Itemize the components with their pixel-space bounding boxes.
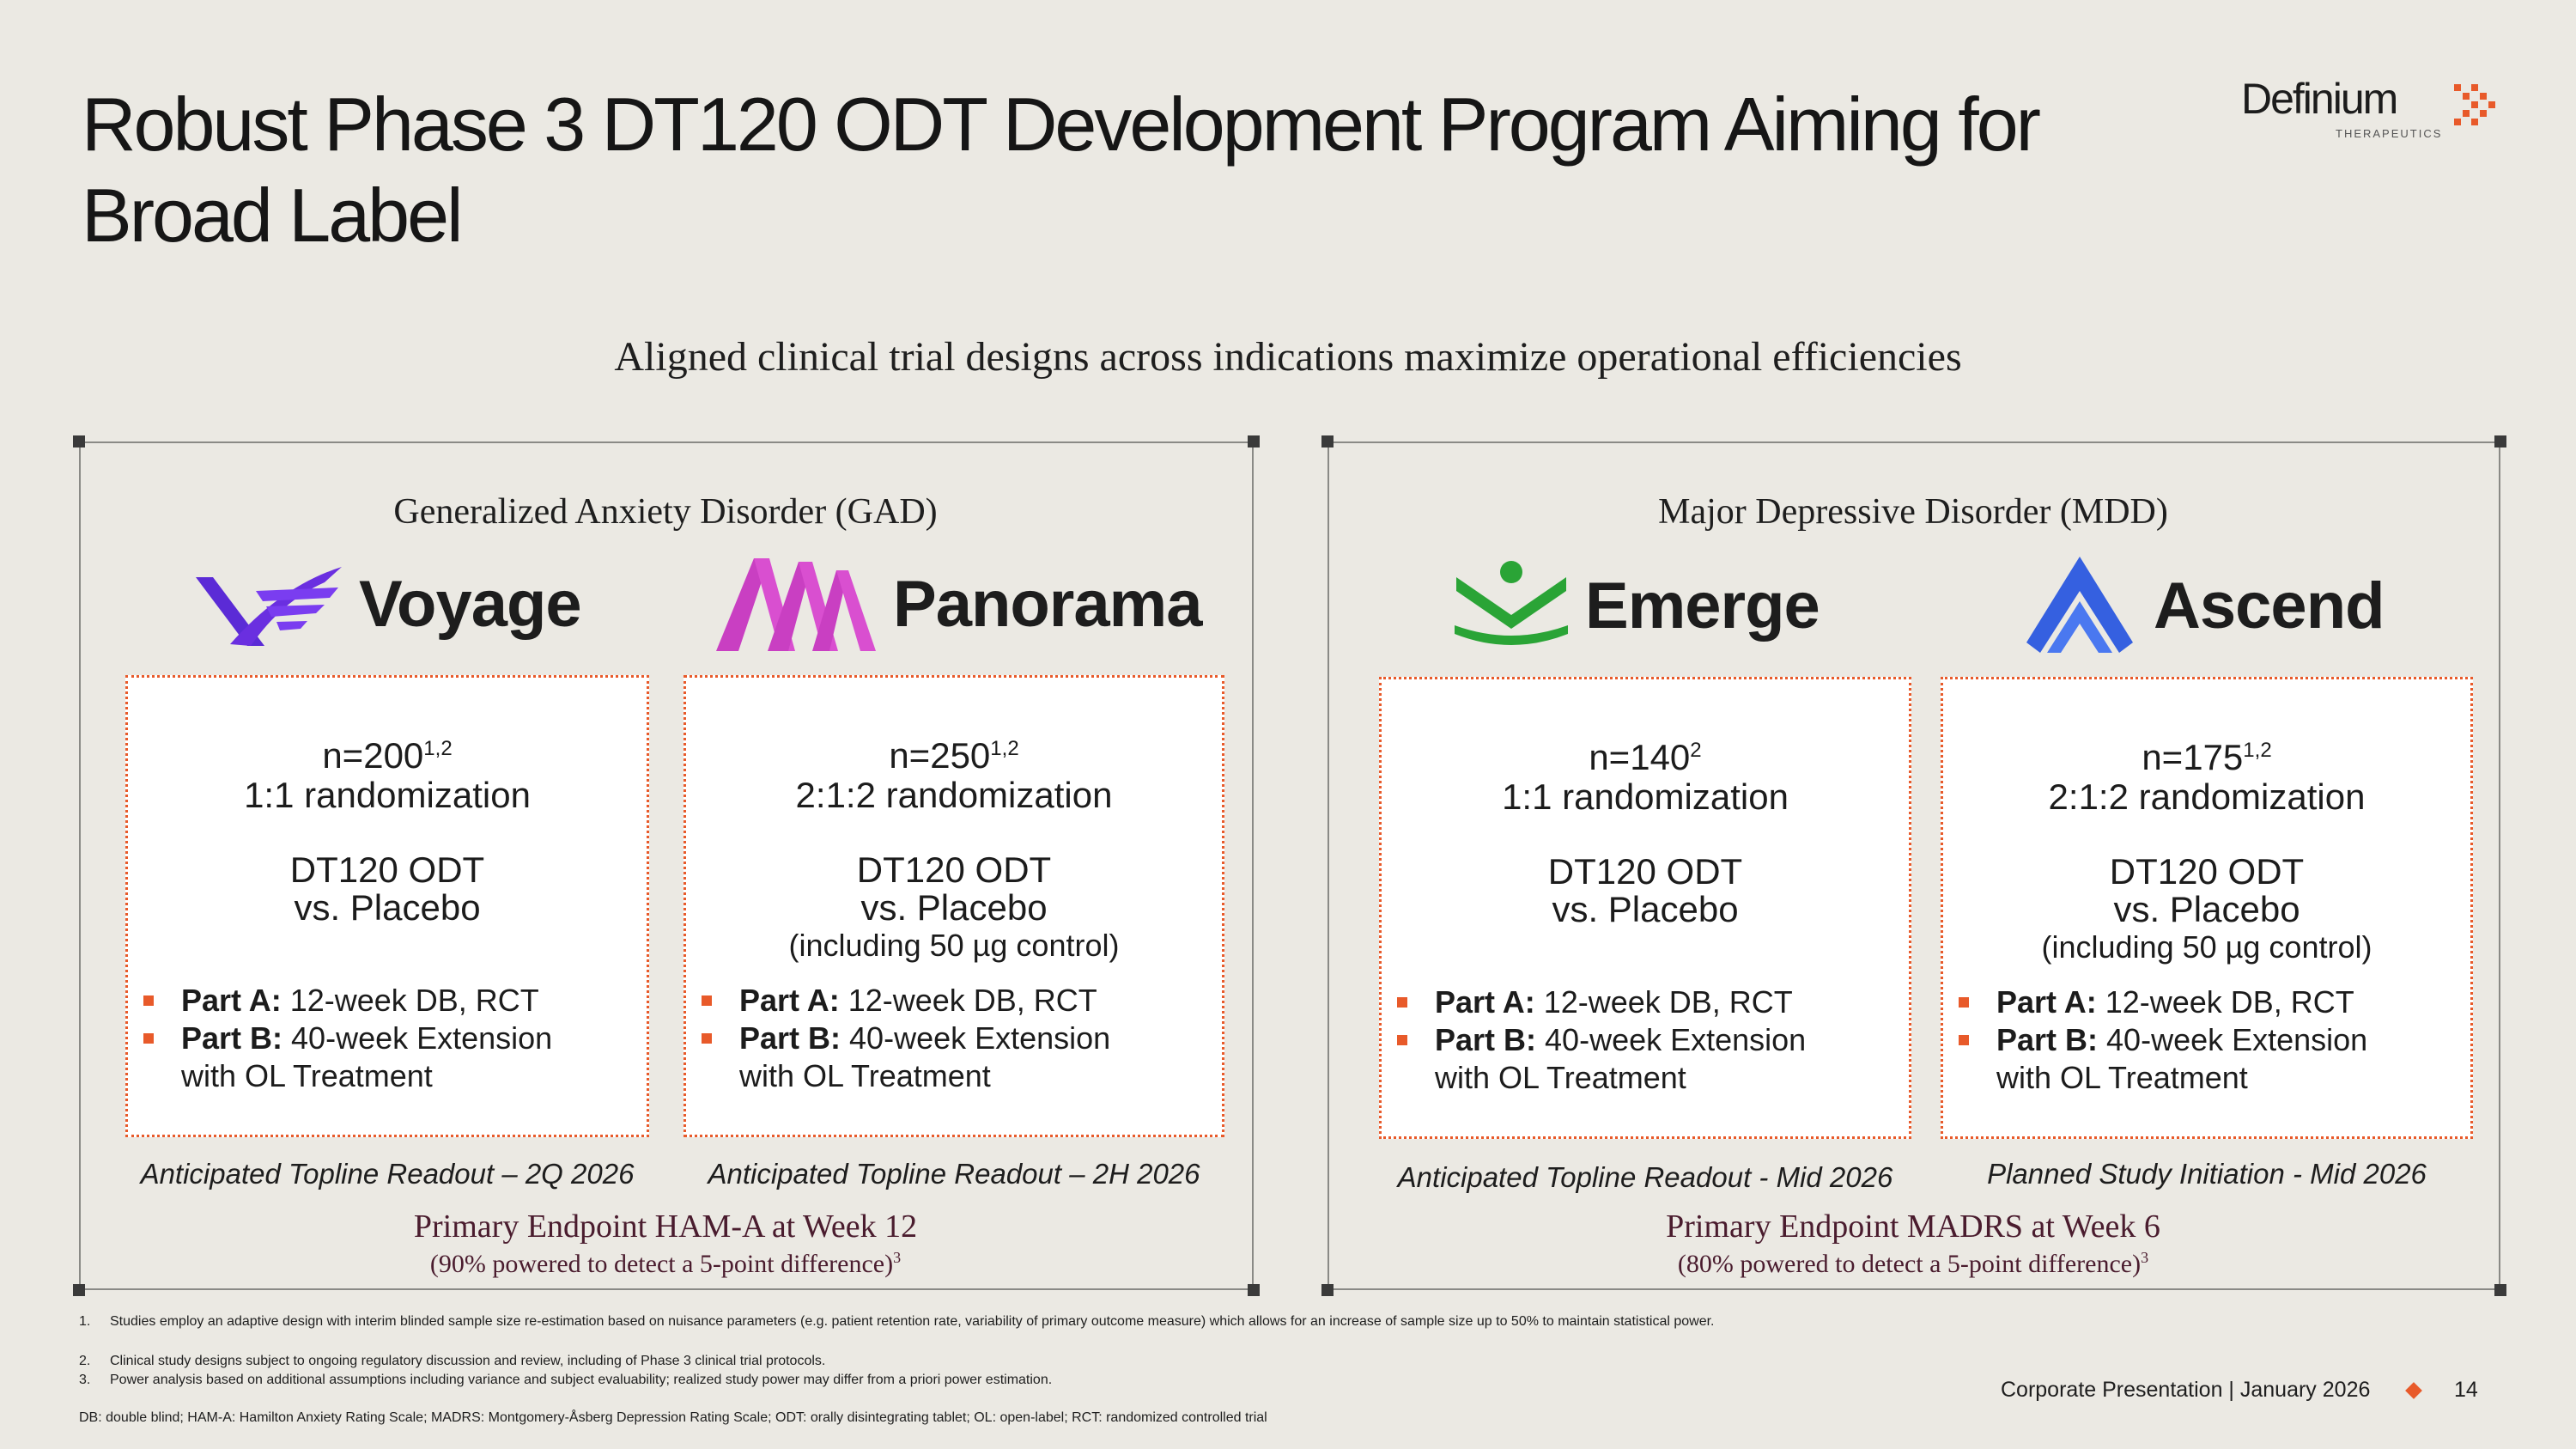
trial-parts: Part A: 12-week DB, RCT Part B: 40-week …: [1959, 983, 2367, 1097]
control-note: (including 50 µg control): [788, 928, 1120, 963]
part-b-bullet: Part B: 40-week Extension: [1397, 1021, 1806, 1059]
drug-name: DT120 ODT: [856, 849, 1052, 890]
gad-panel: [73, 435, 1260, 1296]
trial-name-ascend: Ascend: [2154, 569, 2385, 642]
readout-panorama: Anticipated Topline Readout – 2H 2026: [708, 1158, 1200, 1190]
logo-subtitle: THERAPEUTICS: [2336, 127, 2443, 140]
footnote-3: 3. Power analysis based on additional ass…: [79, 1373, 1053, 1387]
drug-name: DT120 ODT: [2109, 851, 2305, 892]
part-b-continuation: with OL Treatment: [739, 1058, 991, 1093]
part-b-continuation: with OL Treatment: [1996, 1060, 2248, 1095]
part-b-bullet: Part B: 40-week Extension: [702, 1020, 1110, 1057]
page-number: 14: [2454, 1378, 2478, 1402]
panorama-logo-icon: [716, 558, 876, 651]
trial-card-ascend: n=1751,2 2:1:2 randomization DT120 ODT v…: [1941, 677, 2473, 1139]
mdd-panel: [1321, 435, 2506, 1296]
footer-label: Corporate Presentation | January 2026: [2001, 1378, 2371, 1402]
sample-size: n=2501,2: [889, 735, 1019, 776]
sample-size: n=1402: [1589, 737, 1702, 777]
part-a-bullet: Part A: 12-week DB, RCT: [702, 982, 1110, 1020]
randomization: 2:1:2 randomization: [795, 775, 1113, 815]
comparator: vs. Placebo: [294, 887, 481, 928]
part-a-bullet: Part A: 12-week DB, RCT: [143, 982, 552, 1020]
primary-endpoint-gad: Primary Endpoint HAM-A at Week 12: [413, 1209, 918, 1245]
section-subtitle: Aligned clinical trial designs across in…: [614, 334, 1962, 380]
trial-parts: Part A: 12-week DB, RCT Part B: 40-week …: [1397, 983, 1806, 1097]
power-note-mdd: (80% powered to detect a 5-point differe…: [1677, 1249, 2149, 1278]
trial-parts: Part A: 12-week DB, RCT Part B: 40-week …: [702, 982, 1110, 1095]
abbreviations: DB: double blind; HAM-A: Hamilton Anxiet…: [79, 1410, 1267, 1425]
drug-name: DT120 ODT: [289, 849, 485, 890]
control-note: (including 50 µg control): [2041, 929, 2372, 965]
randomization: 1:1 randomization: [1502, 776, 1789, 817]
emerge-logo-icon: [1455, 561, 1568, 645]
trial-card-emerge: n=1402 1:1 randomization DT120 ODT vs. P…: [1379, 677, 1911, 1139]
page-title: Robust Phase 3 DT120 ODT Development Pro…: [82, 82, 2041, 258]
readout-voyage: Anticipated Topline Readout – 2Q 2026: [140, 1158, 635, 1190]
primary-endpoint-mdd: Primary Endpoint MADRS at Week 6: [1666, 1209, 2160, 1245]
randomization: 2:1:2 randomization: [2048, 776, 2366, 817]
power-note-gad: (90% powered to detect a 5-point differe…: [429, 1249, 902, 1278]
voyage-logo-icon: [196, 567, 342, 646]
part-a-bullet: Part A: 12-week DB, RCT: [1959, 983, 2367, 1021]
readout-emerge: Anticipated Topline Readout - Mid 2026: [1397, 1161, 1893, 1193]
trial-name-emerge: Emerge: [1585, 569, 1820, 642]
company-logo: Definium THERAPEUTICS: [2241, 74, 2499, 151]
part-b-bullet: Part B: 40-week Extension: [143, 1020, 552, 1057]
comparator: vs. Placebo: [1552, 889, 1739, 929]
part-a-bullet: Part A: 12-week DB, RCT: [1397, 983, 1806, 1021]
logo-dots-icon: [2454, 84, 2495, 125]
comparator: vs. Placebo: [2113, 889, 2300, 929]
trial-name-voyage: Voyage: [359, 568, 582, 641]
drug-name: DT120 ODT: [1547, 851, 1743, 892]
footnote-1: 1. Studies employ an adaptive design with…: [79, 1314, 1715, 1329]
sample-size: n=2001,2: [322, 735, 453, 776]
readout-ascend: Planned Study Initiation - Mid 2026: [1987, 1158, 2427, 1190]
trial-name-panorama: Panorama: [893, 568, 1202, 641]
footer-diamond-icon: [2405, 1382, 2422, 1399]
trial-card-voyage: n=2001,2 1:1 randomization DT120 ODT vs.…: [125, 675, 649, 1137]
sample-size: n=1751,2: [2142, 737, 2272, 777]
disease-title-gad: Generalized Anxiety Disorder (GAD): [393, 492, 938, 532]
part-b-continuation: with OL Treatment: [181, 1058, 433, 1093]
comparator: vs. Placebo: [860, 887, 1048, 928]
trial-card-panorama: n=2501,2 2:1:2 randomization DT120 ODT v…: [683, 675, 1224, 1137]
ascend-logo-icon: [2026, 557, 2133, 653]
part-b-continuation: with OL Treatment: [1435, 1060, 1686, 1095]
randomization: 1:1 randomization: [244, 775, 531, 815]
part-b-bullet: Part B: 40-week Extension: [1959, 1021, 2367, 1059]
logo-wordmark: Definium: [2241, 75, 2398, 123]
trial-parts: Part A: 12-week DB, RCT Part B: 40-week …: [143, 982, 552, 1095]
footnote-2: 2. Clinical study designs subject to ongo…: [79, 1354, 826, 1368]
disease-title-mdd: Major Depressive Disorder (MDD): [1658, 492, 2168, 532]
